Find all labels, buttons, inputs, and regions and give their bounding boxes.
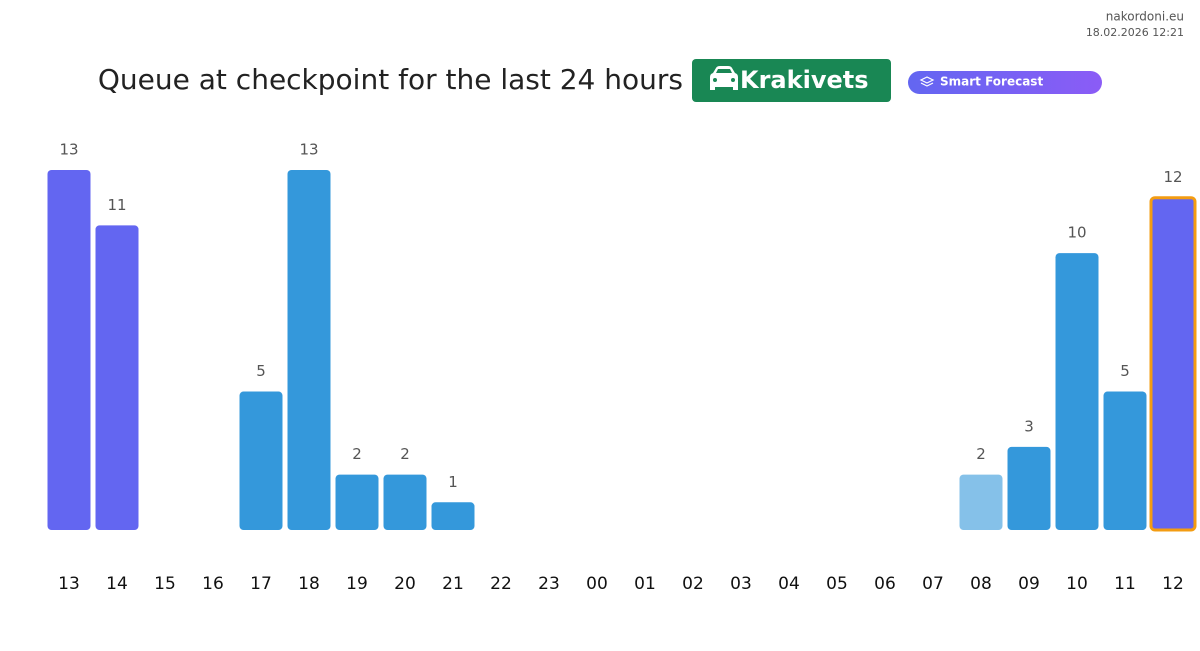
x-tick-label: 21 bbox=[442, 574, 464, 594]
bar bbox=[239, 391, 283, 530]
x-tick-label: 09 bbox=[1018, 574, 1040, 594]
bar bbox=[47, 170, 91, 530]
value-label: 5 bbox=[1120, 362, 1130, 380]
value-label: 11 bbox=[107, 196, 126, 214]
value-label: 13 bbox=[299, 141, 318, 159]
value-label: 13 bbox=[59, 141, 78, 159]
x-tick-label: 16 bbox=[202, 574, 224, 594]
x-tick-label: 18 bbox=[298, 574, 320, 594]
bar bbox=[383, 474, 427, 530]
x-tick-label: 04 bbox=[778, 574, 800, 594]
value-label: 2 bbox=[976, 445, 986, 463]
checkpoint-badge bbox=[692, 59, 891, 102]
x-tick-label: 23 bbox=[538, 574, 560, 594]
bar bbox=[959, 474, 1003, 530]
value-label: 2 bbox=[400, 445, 410, 463]
bar bbox=[335, 474, 379, 530]
x-tick-label: 17 bbox=[250, 574, 272, 594]
bar bbox=[1103, 391, 1147, 530]
layers-icon bbox=[919, 76, 935, 87]
bar bbox=[1149, 196, 1197, 532]
x-tick-label: 07 bbox=[922, 574, 944, 594]
x-tick-label: 22 bbox=[490, 574, 512, 594]
x-tick-label: 00 bbox=[586, 574, 608, 594]
x-tick-label: 13 bbox=[58, 574, 80, 594]
x-tick-label: 08 bbox=[970, 574, 992, 594]
x-tick-label: 12 bbox=[1162, 574, 1184, 594]
value-label: 12 bbox=[1163, 168, 1182, 186]
bar bbox=[95, 225, 139, 530]
checkpoint-name: Krakivets bbox=[740, 66, 869, 94]
x-tick-label: 06 bbox=[874, 574, 896, 594]
x-tick-label: 15 bbox=[154, 574, 176, 594]
forecast-badge[interactable] bbox=[908, 71, 1102, 94]
value-label: 5 bbox=[256, 362, 266, 380]
bar bbox=[1055, 253, 1099, 531]
value-label: 1 bbox=[448, 473, 458, 491]
x-tick-label: 20 bbox=[394, 574, 416, 594]
x-tick-label: 11 bbox=[1114, 574, 1136, 594]
bar bbox=[287, 170, 331, 530]
bar bbox=[1007, 446, 1051, 530]
bar bbox=[431, 502, 475, 530]
x-tick-label: 05 bbox=[826, 574, 848, 594]
value-label: 2 bbox=[352, 445, 362, 463]
x-tick-label: 14 bbox=[106, 574, 128, 594]
chart-title: Queue at checkpoint for the last 24 hour… bbox=[98, 63, 683, 96]
value-label: 3 bbox=[1024, 417, 1034, 435]
timestamp: 18.02.2026 12:21 bbox=[1086, 26, 1184, 39]
x-tick-label: 01 bbox=[634, 574, 656, 594]
value-label: 10 bbox=[1067, 224, 1086, 242]
x-tick-label: 02 bbox=[682, 574, 704, 594]
site-name: nakordoni.eu bbox=[1106, 10, 1184, 24]
forecast-label: Smart Forecast bbox=[940, 75, 1043, 89]
car-icon bbox=[710, 66, 738, 90]
x-tick-label: 03 bbox=[730, 574, 752, 594]
x-tick-label: 10 bbox=[1066, 574, 1088, 594]
x-tick-label: 19 bbox=[346, 574, 368, 594]
